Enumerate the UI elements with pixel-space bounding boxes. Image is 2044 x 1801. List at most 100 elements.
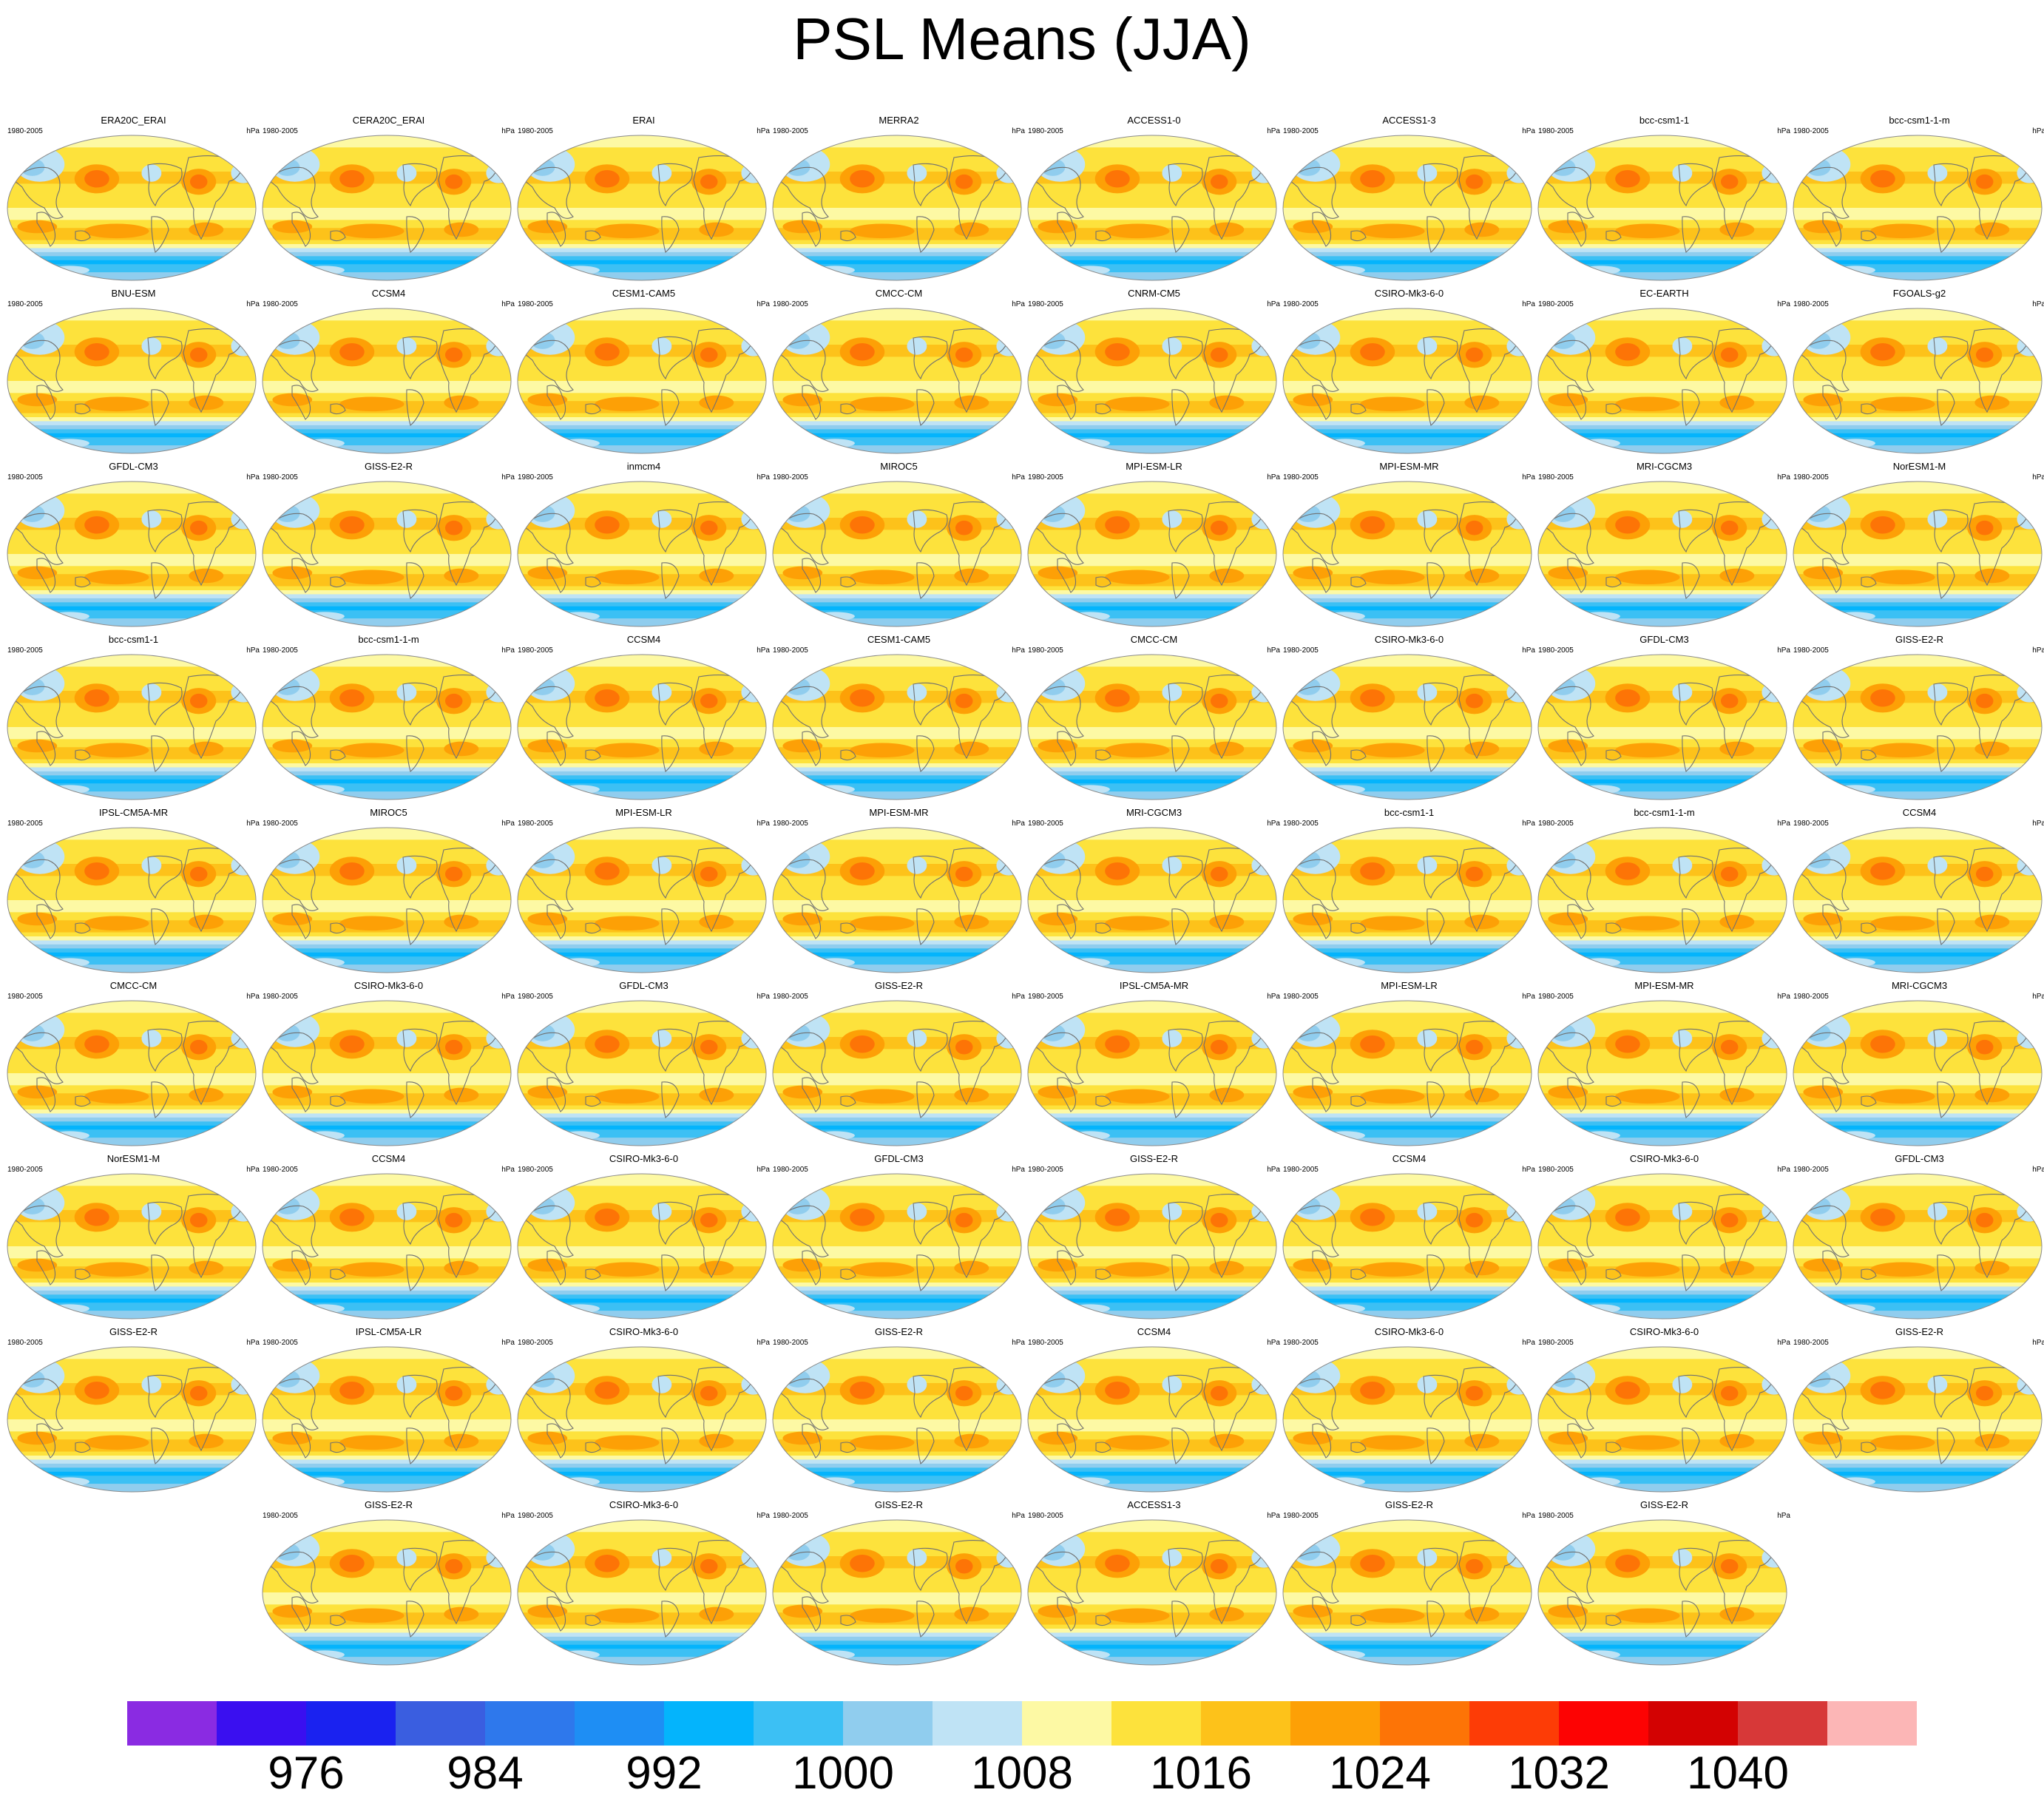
pressure-band [7, 357, 256, 370]
high-pressure-cell [1105, 862, 1130, 880]
panel-units: hPa [757, 993, 770, 1001]
coastline [1423, 1547, 1458, 1592]
pressure-band [518, 1459, 766, 1464]
high-pressure-cell [699, 1433, 734, 1449]
pressure-band [1283, 1258, 1532, 1267]
panel-units: hPa [1777, 1512, 1790, 1520]
low-pressure-cell [2017, 336, 2042, 357]
high-pressure-cell [1615, 1435, 1680, 1450]
pressure-band [1028, 256, 1276, 261]
high-pressure-cell [1360, 1555, 1385, 1572]
high-pressure-cell [595, 743, 660, 758]
pressure-band [1283, 727, 1532, 740]
high-pressure-cell [850, 1435, 915, 1450]
pressure-band [518, 1001, 766, 1013]
pressure-band [518, 481, 766, 494]
low-pressure-cell [1325, 612, 1365, 621]
map-panel: CSIRO-Mk3-6-0 1980-2005 hPa [261, 980, 516, 1147]
pressure-band [1538, 763, 1787, 768]
high-pressure-cell [850, 223, 915, 239]
pressure-band [518, 940, 766, 945]
pressure-band [1283, 1476, 1532, 1484]
pressure-band [7, 393, 256, 402]
low-pressure-cell [486, 1547, 511, 1568]
coastline [1682, 389, 1700, 426]
high-pressure-cell [339, 570, 405, 585]
high-pressure-cell [1465, 1558, 1483, 1574]
high-pressure-cell [954, 568, 989, 584]
pressure-band [518, 1283, 766, 1287]
pressure-band [263, 851, 511, 865]
pressure-band [7, 425, 256, 430]
pressure-band [263, 1024, 511, 1038]
pressure-band [1028, 775, 1276, 780]
high-pressure-cell [189, 395, 224, 410]
panel-period: 1980-2005 [263, 1339, 298, 1347]
pressure-band [1793, 1258, 2042, 1267]
pressure-band [263, 1568, 511, 1581]
high-pressure-cell [850, 396, 915, 412]
coastline [802, 1596, 822, 1632]
map-outline [772, 1346, 1022, 1493]
pressure-band [7, 1109, 256, 1114]
high-pressure-cell [955, 1385, 973, 1401]
panel-period: 1980-2005 [7, 820, 43, 828]
low-pressure-cell [50, 785, 89, 794]
pressure-band [263, 739, 511, 748]
pressure-band [263, 775, 511, 780]
pressure-band [7, 791, 256, 800]
pressure-band [1028, 1484, 1276, 1492]
pressure-band [773, 1544, 1021, 1557]
low-pressure-cell [141, 683, 162, 701]
pressure-band [1028, 964, 1276, 973]
pressure-band [773, 437, 1021, 446]
panel-units: hPa [246, 1166, 260, 1174]
coastline [913, 682, 948, 726]
high-pressure-cell [527, 566, 568, 580]
pressure-band [518, 505, 766, 518]
pressure-band [1028, 851, 1276, 865]
coastline [330, 403, 346, 415]
coastline [523, 1378, 574, 1430]
map-outline [517, 1519, 767, 1666]
high-pressure-cell [339, 396, 405, 412]
psl-map [772, 827, 1022, 973]
pressure-band [1538, 1109, 1787, 1114]
pressure-band [1028, 1085, 1276, 1094]
panel-period: 1980-2005 [518, 646, 553, 655]
low-pressure-cell [1070, 1477, 1110, 1487]
pressure-band [1283, 195, 1532, 209]
pressure-band [7, 940, 256, 945]
pressure-band [518, 1592, 766, 1605]
low-pressure-cell [560, 1131, 600, 1141]
pressure-band [518, 655, 766, 667]
pressure-band [1283, 1073, 1532, 1086]
high-pressure-cell [444, 693, 463, 709]
pressure-band [1793, 739, 2042, 748]
panel-units: hPa [2032, 820, 2044, 828]
pressure-band [1283, 1197, 1532, 1211]
pressure-band [1028, 703, 1276, 716]
psl-map [1537, 308, 1787, 454]
map-outline [1793, 1173, 2043, 1320]
pressure-band [1538, 413, 1787, 418]
pressure-band [773, 1568, 1021, 1581]
high-pressure-cell [84, 1035, 109, 1053]
pressure-band [518, 936, 766, 941]
pressure-band [1028, 433, 1276, 438]
pressure-band [263, 1580, 511, 1593]
coastline [36, 212, 56, 247]
low-pressure-cell [231, 163, 256, 183]
high-pressure-cell [595, 170, 620, 188]
pressure-band [518, 1294, 766, 1300]
panel-period: 1980-2005 [1283, 1166, 1319, 1174]
pressure-band [1793, 606, 2042, 611]
pressure-band [518, 195, 766, 209]
pressure-band [7, 948, 256, 953]
panel-title: CCSM4 [371, 288, 406, 299]
high-pressure-cell [1719, 1260, 1755, 1276]
pressure-band [1793, 1431, 2042, 1440]
map-outline [1282, 827, 1532, 973]
pressure-band [518, 1085, 766, 1094]
high-pressure-cell [1038, 566, 1078, 580]
